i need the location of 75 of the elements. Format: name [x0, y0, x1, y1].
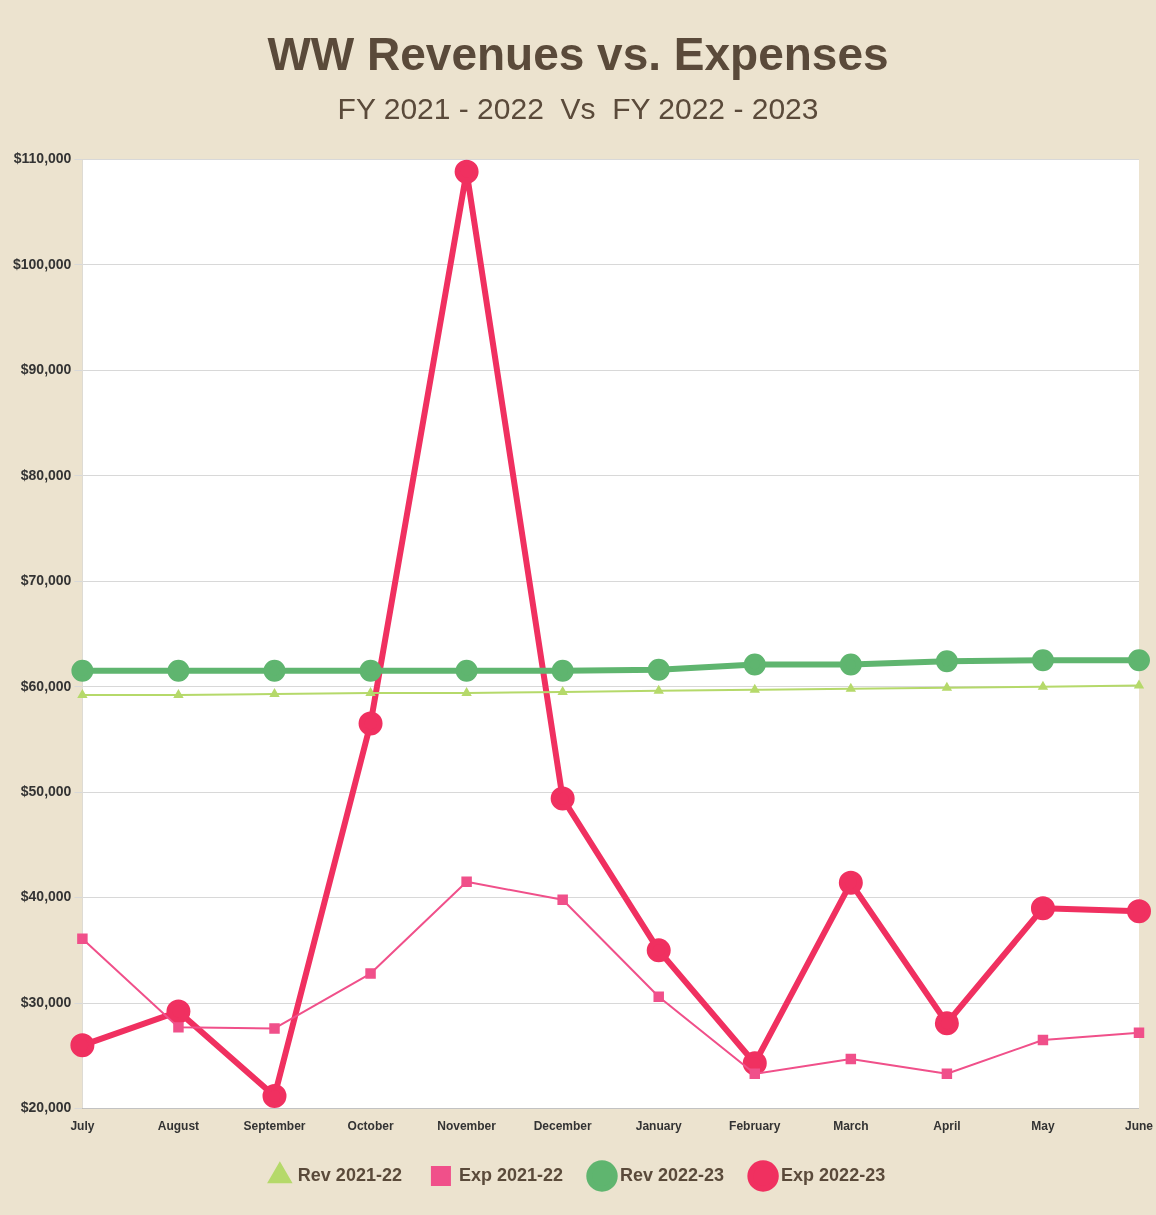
y-tick-label: $110,000 — [13, 150, 72, 167]
point — [455, 659, 478, 682]
x-tick-label: February — [729, 1119, 781, 1134]
legend-label: Rev 2022-23 — [620, 1164, 725, 1185]
point — [77, 933, 88, 945]
point — [934, 1011, 959, 1036]
point — [846, 683, 856, 692]
point — [77, 690, 87, 699]
y-tick-label: $30,000 — [20, 993, 72, 1010]
point — [173, 690, 183, 699]
x-tick-label: March — [833, 1119, 869, 1134]
x-tick-label: September — [243, 1119, 306, 1134]
point — [358, 711, 383, 736]
x-tick-label: December — [533, 1119, 593, 1134]
point — [1127, 899, 1151, 924]
point — [838, 870, 863, 895]
point — [1038, 681, 1048, 690]
point — [1037, 1034, 1049, 1046]
point — [749, 1068, 761, 1080]
point — [454, 159, 479, 184]
point — [366, 687, 376, 696]
x-tick-label: November — [437, 1119, 497, 1134]
point — [365, 968, 376, 979]
point — [461, 876, 472, 888]
point — [845, 1053, 857, 1065]
point — [557, 894, 568, 905]
point — [166, 999, 191, 1024]
point — [941, 1068, 953, 1080]
point — [551, 659, 574, 682]
point — [942, 682, 952, 691]
point — [269, 1023, 280, 1034]
point — [167, 659, 190, 682]
point — [270, 689, 279, 698]
point — [935, 650, 958, 673]
x-tick-label: October — [347, 1119, 394, 1134]
point — [743, 653, 766, 676]
point — [1128, 649, 1150, 672]
y-tick-label: $80,000 — [20, 466, 72, 483]
point — [1031, 649, 1054, 672]
point — [558, 686, 568, 695]
legend-label: Exp 2022-23 — [781, 1164, 886, 1185]
point — [263, 659, 286, 682]
chart-subtitle: FY 2021 - 2022 Vs FY 2022 - 2023 — [337, 92, 819, 126]
point — [839, 653, 862, 676]
y-tick-label: $50,000 — [20, 782, 72, 799]
point — [653, 991, 664, 1003]
point — [359, 659, 382, 682]
y-tick-label: $90,000 — [20, 361, 72, 378]
y-tick-label: $70,000 — [20, 572, 72, 589]
y-tick-label: $40,000 — [20, 888, 72, 905]
point — [262, 1083, 287, 1108]
y-tick-label: $100,000 — [12, 255, 72, 272]
point — [71, 659, 94, 682]
point — [1134, 680, 1144, 689]
legend-label: Exp 2021-22 — [458, 1164, 564, 1185]
chart-title: WW Revenues vs. Expenses — [267, 28, 889, 81]
x-tick-label: August — [157, 1119, 200, 1134]
point — [646, 938, 671, 963]
point — [750, 684, 760, 693]
x-tick-label: June — [1124, 1119, 1154, 1134]
x-tick-label: April — [933, 1119, 961, 1134]
point — [173, 1022, 184, 1033]
point — [1133, 1027, 1145, 1038]
x-tick-label: January — [635, 1119, 683, 1134]
point — [550, 786, 575, 811]
x-tick-label: May — [1031, 1119, 1055, 1134]
point — [1030, 896, 1055, 921]
legend-label: Rev 2021-22 — [297, 1164, 402, 1185]
x-tick-label: July — [70, 1119, 95, 1134]
y-tick-label: $20,000 — [20, 1099, 72, 1116]
point — [70, 1033, 95, 1058]
y-tick-label: $60,000 — [20, 677, 72, 694]
point — [462, 687, 472, 696]
point — [647, 658, 670, 681]
point — [654, 685, 664, 694]
